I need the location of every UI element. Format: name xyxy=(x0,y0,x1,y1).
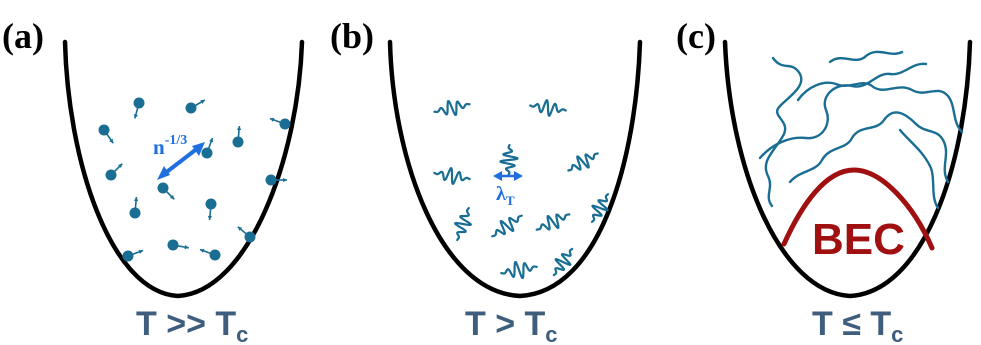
particle xyxy=(185,102,197,114)
particle xyxy=(105,169,117,181)
svg-text:T ≤ Tc: T ≤ Tc xyxy=(812,305,903,345)
particle xyxy=(122,250,134,262)
momentum-arrowhead xyxy=(200,100,205,104)
panel-b: (b) λT T > Tc xyxy=(330,16,643,345)
particle xyxy=(232,136,244,148)
particle xyxy=(167,239,179,251)
particle xyxy=(201,147,213,159)
svg-text:n-1/3: n-1/3 xyxy=(153,133,187,159)
panel-a-caption: T >> T xyxy=(136,305,236,343)
panel-c-caption: T ≤ T xyxy=(812,305,891,343)
particle-group xyxy=(98,97,291,262)
particle xyxy=(205,198,217,210)
particle xyxy=(265,174,277,186)
panel-b-trap-potential xyxy=(387,39,643,299)
svg-text:T >> Tc: T >> Tc xyxy=(136,305,248,345)
momentum-arrowhead xyxy=(109,138,114,144)
thermal-wavelength-sub: T xyxy=(506,193,515,208)
momentum-arrowhead xyxy=(283,177,287,183)
panel-c-trap-potential xyxy=(722,39,973,299)
bec-label: BEC xyxy=(812,215,905,264)
interparticle-distance-arrow xyxy=(157,142,205,180)
particle xyxy=(279,118,291,130)
wave-packet xyxy=(499,143,519,177)
panel-b-caption-sub: c xyxy=(545,322,557,345)
momentum-arrowhead xyxy=(184,244,189,250)
wave-packet xyxy=(552,247,574,277)
wave-packet xyxy=(433,100,471,116)
panel-c-label: (c) xyxy=(676,16,716,56)
particle xyxy=(244,231,256,243)
wave-packet xyxy=(500,260,538,280)
panel-c-caption-sub: c xyxy=(891,322,903,345)
wave-packet xyxy=(567,152,599,172)
momentum-arrowhead xyxy=(133,114,138,119)
momentum-arrowhead xyxy=(237,226,243,231)
wave-packet-group xyxy=(433,99,610,280)
wave-packet xyxy=(590,193,610,223)
panel-c: (c) BEC T ≤ Tc xyxy=(676,16,973,345)
momentum-arrowhead xyxy=(199,248,205,253)
panel-a-label: (a) xyxy=(2,16,44,56)
thermal-wavelength-arrow xyxy=(493,171,523,181)
momentum-arrowhead xyxy=(207,215,213,220)
svg-text:T > Tc: T > Tc xyxy=(465,305,558,345)
density-exponent: -1/3 xyxy=(165,133,188,148)
momentum-arrowhead xyxy=(117,163,123,169)
particle xyxy=(209,249,221,261)
thermal-wavelength-label: λ xyxy=(496,183,506,205)
panel-a-trap-potential xyxy=(62,39,305,299)
momentum-arrowhead xyxy=(133,197,139,202)
momentum-arrowhead xyxy=(236,126,242,131)
momentum-arrowhead xyxy=(209,137,214,143)
panel-b-caption: T > T xyxy=(465,305,546,343)
particle xyxy=(133,97,145,109)
density-label: n xyxy=(153,135,165,159)
particle xyxy=(157,182,169,194)
momentum-arrowhead xyxy=(269,117,275,122)
panel-b-label: (b) xyxy=(330,16,374,56)
particle xyxy=(129,207,141,219)
matter-waves xyxy=(758,50,964,210)
panel-a: (a) n-1/3 T >> Tc xyxy=(2,16,305,345)
wave-packet xyxy=(535,213,571,231)
wave-packet xyxy=(454,206,472,242)
momentum-arrowhead xyxy=(138,249,144,254)
wave-packet xyxy=(529,99,567,117)
bec-density-profile xyxy=(781,167,935,251)
panel-a-caption-sub: c xyxy=(236,322,248,345)
wave-packet xyxy=(491,214,523,238)
svg-text:λT: λT xyxy=(496,183,515,208)
wave-packet xyxy=(433,167,471,185)
particle xyxy=(98,124,110,136)
momentum-arrowhead xyxy=(169,194,175,200)
